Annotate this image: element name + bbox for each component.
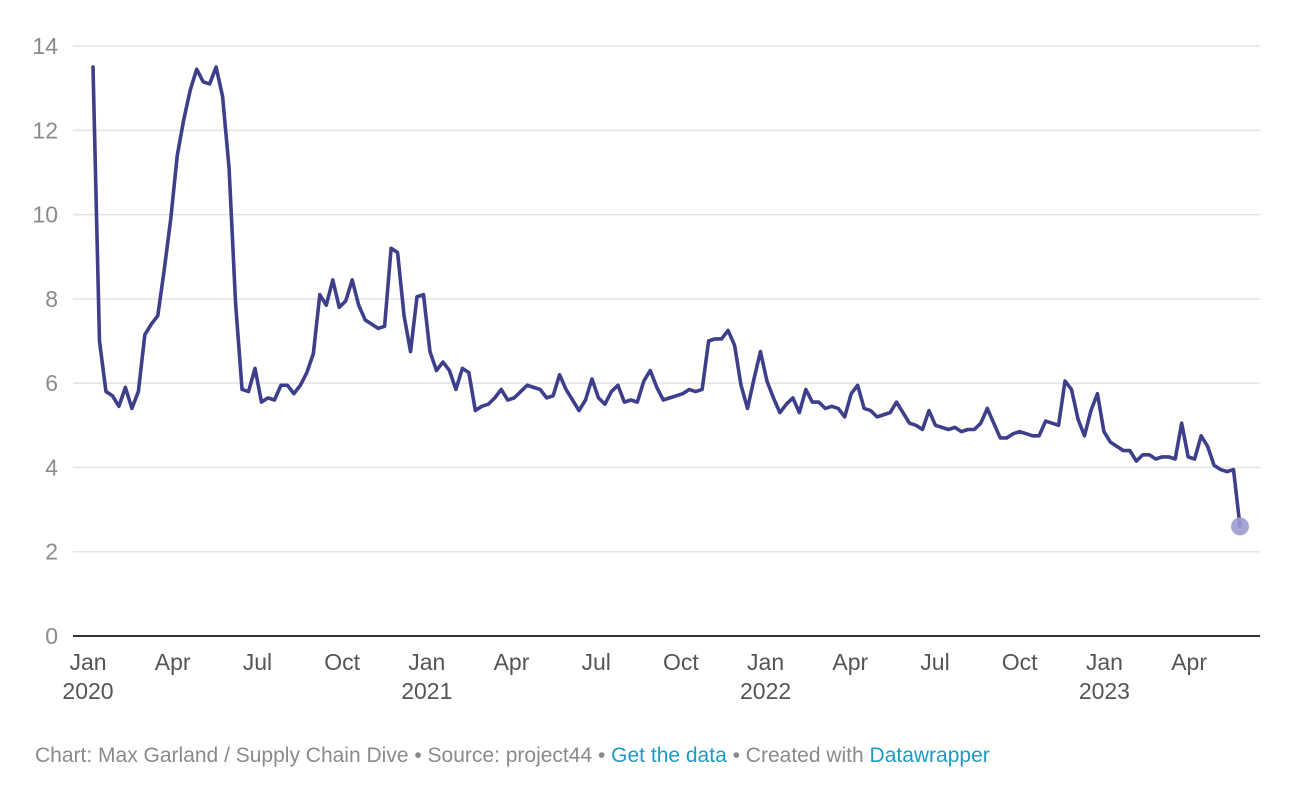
x-tick-label: Oct: [1002, 649, 1038, 675]
y-tick-labels: 0 2 4 6 8 10 12 14: [32, 33, 58, 649]
y-tick-label: 6: [45, 370, 58, 396]
source-text: Source: project44: [427, 744, 593, 767]
x-tick-year: 2021: [401, 678, 452, 704]
x-tick-label: Jul: [243, 649, 272, 675]
datawrapper-link[interactable]: Datawrapper: [869, 744, 990, 767]
x-tick-label: Apr: [832, 649, 868, 675]
x-tick-label: Jan: [408, 649, 445, 675]
endpoint-marker[interactable]: [1231, 517, 1249, 536]
x-tick-label: Apr: [494, 649, 530, 675]
x-tick-label: Apr: [155, 649, 191, 675]
x-tick-label: Jan: [69, 649, 106, 675]
x-tick-label: Apr: [1171, 649, 1207, 675]
footer-separator: •: [408, 744, 428, 767]
footer-separator: •: [726, 744, 746, 767]
x-tick-year: 2023: [1079, 678, 1130, 704]
footer-separator: •: [592, 744, 612, 767]
line-chart: 0 2 4 6 8 10 12 14 Jan 2020 Apr Jul Oct Jan 2021 Apr Ju…: [32, 33, 1260, 704]
x-tick-label: Oct: [324, 649, 360, 675]
y-tick-label: 10: [32, 202, 58, 228]
x-tick-label: Oct: [663, 649, 699, 675]
y-tick-label: 12: [32, 117, 58, 143]
get-the-data-link[interactable]: Get the data: [611, 744, 727, 767]
x-axis: Jan 2020 Apr Jul Oct Jan 2021 Apr Jul Oct Jan 2022 A…: [62, 635, 1260, 704]
x-tick-label: Jul: [581, 649, 610, 675]
x-tick-label: Jul: [920, 649, 949, 675]
created-with-text: Created with: [745, 744, 870, 767]
chart-credit: Chart: Max Garland / Supply Chain Dive: [35, 744, 409, 767]
y-tick-label: 14: [32, 33, 58, 59]
series-line: [91, 65, 1242, 529]
y-tick-label: 2: [45, 539, 58, 565]
y-tick-label: 4: [45, 454, 58, 480]
x-tick-year: 2022: [740, 678, 791, 704]
y-tick-label: 8: [45, 286, 58, 312]
y-tick-label: 0: [45, 623, 58, 649]
x-tick-label: Jan: [747, 649, 784, 675]
y-gridlines: [73, 45, 1260, 553]
chart-footer: Chart: Max Garland / Supply Chain Dive •…: [35, 744, 990, 768]
x-tick-year: 2020: [62, 678, 113, 704]
series-group: [91, 65, 1249, 536]
x-tick-label: Jan: [1086, 649, 1123, 675]
